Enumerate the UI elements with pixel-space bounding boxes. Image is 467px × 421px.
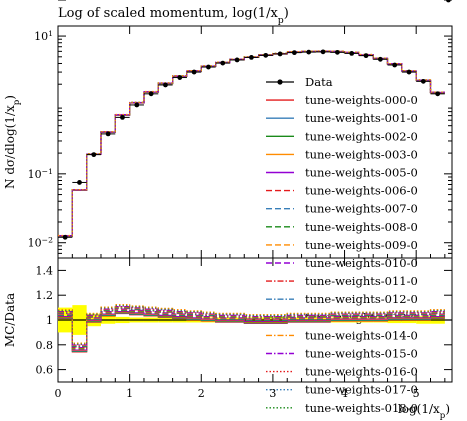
data-point <box>191 69 197 75</box>
x-tick-label: 4 <box>341 387 348 400</box>
main-axis-ticks: 10−2 10−1 10NaN 101 <box>21 0 452 259</box>
ratio-y-axis-label: MC/Data <box>3 293 17 347</box>
ratio-axis-ticks: 0 1 2 3 4 5 0.6 0.8 1 1.2 1.4 <box>36 258 452 400</box>
legend-label: tune-weights-001-0 <box>305 111 418 125</box>
data-point <box>292 50 297 56</box>
legend: Data tune-weights-000-0 tune-weights-001-0… <box>266 75 418 421</box>
data-point <box>263 52 269 58</box>
data-point <box>392 62 398 68</box>
legend-label: tune-weights-015-0 <box>305 347 418 361</box>
legend-label: tune-weights-008-0 <box>305 220 418 234</box>
data-point <box>148 91 154 97</box>
data-point <box>62 234 68 240</box>
main-plot-area <box>58 0 452 240</box>
data-point <box>177 75 183 80</box>
y-tick-label: 10NaN <box>21 0 53 3</box>
legend-label: tune-weights-000-0 <box>305 93 418 107</box>
data-point <box>306 49 312 55</box>
data-point <box>249 55 254 60</box>
data-point <box>220 60 226 66</box>
legend-label: Data <box>305 75 333 89</box>
legend-label: tune-weights-009-0 <box>305 238 418 252</box>
chart-title: Log of scaled momentum, log(1/xp) <box>58 6 289 26</box>
data-point <box>420 78 426 84</box>
y-tick-label: 10−1 <box>28 166 53 181</box>
data-point <box>91 152 97 158</box>
y-axis-label: N dσ/dlog(1/xp) <box>3 95 22 189</box>
data-point <box>120 114 125 120</box>
ratio-tick-label: 0.6 <box>36 364 54 377</box>
legend-data-marker <box>277 79 283 85</box>
legend-label: tune-weights-010-0 <box>305 256 418 270</box>
data-point <box>334 49 340 55</box>
data-point <box>435 91 441 97</box>
ratio-tick-label: 1 <box>46 314 53 327</box>
y-tick-label: 101 <box>34 29 53 44</box>
data-point <box>134 102 140 108</box>
x-tick-label: 2 <box>198 387 205 400</box>
legend-label: tune-weights-017-0 <box>305 383 418 397</box>
x-tick-label: 0 <box>55 387 62 400</box>
data-point <box>406 69 412 75</box>
x-tick-label: 5 <box>413 387 420 400</box>
data-point <box>349 51 355 56</box>
legend-label: tune-weights-005-0 <box>305 166 418 180</box>
mc-ratio-line <box>58 304 445 344</box>
data-point <box>105 131 111 137</box>
data-point <box>234 57 240 63</box>
data-point <box>277 51 283 57</box>
legend-label: tune-weights-018-0 <box>305 401 418 415</box>
legend-label: tune-weights-003-0 <box>305 147 418 161</box>
legend-label: tune-weights-019-0 <box>305 419 418 421</box>
data-point <box>446 0 451 3</box>
legend-label: tune-weights-016-0 <box>305 365 418 379</box>
data-point <box>163 82 168 88</box>
ratio-plot-area <box>58 304 452 353</box>
legend-label: tune-weights-011-0 <box>305 274 418 288</box>
legend-label: tune-weights-006-0 <box>305 184 418 198</box>
legend-label: tune-weights-014-0 <box>305 328 418 342</box>
x-tick-label: 3 <box>269 387 276 400</box>
x-tick-label: 1 <box>126 387 133 400</box>
ratio-tick-label: 1.4 <box>36 264 54 277</box>
data-point <box>377 56 383 62</box>
data-point <box>206 64 211 70</box>
ratio-tick-label: 0.8 <box>36 339 54 352</box>
legend-label: tune-weights-007-0 <box>305 202 418 216</box>
data-point <box>363 53 369 59</box>
ratio-tick-label: 1.2 <box>36 289 54 302</box>
legend-label: tune-weights-012-0 <box>305 292 418 306</box>
legend-label: tune-weights-002-0 <box>305 129 418 143</box>
data-point <box>77 180 82 185</box>
y-tick-label: 10−2 <box>28 235 53 250</box>
data-point <box>320 49 326 55</box>
